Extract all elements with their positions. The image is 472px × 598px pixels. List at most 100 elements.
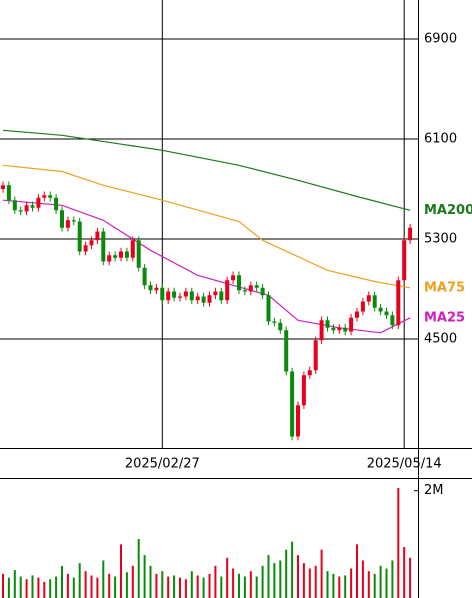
- volume-bar: [155, 573, 158, 598]
- candle-body: [166, 291, 171, 301]
- volume-bar: [232, 568, 235, 598]
- volume-bar: [361, 560, 364, 598]
- y-tick-label: 4500: [424, 332, 457, 347]
- candle-body: [136, 240, 141, 268]
- candle-body: [242, 290, 247, 292]
- volume-bar: [37, 577, 40, 598]
- candle-body: [101, 231, 106, 262]
- candle-body: [107, 255, 112, 262]
- legend-label: MA200: [424, 203, 472, 218]
- volume-bar: [243, 576, 246, 598]
- volume-bar: [403, 547, 406, 598]
- volume-bar: [285, 549, 288, 598]
- volume-bar: [249, 571, 252, 598]
- volume-bar: [72, 577, 75, 598]
- volume-bar: [302, 563, 305, 598]
- candle-body: [307, 370, 312, 376]
- candle-body: [360, 301, 365, 312]
- volume-bar: [43, 581, 46, 598]
- candle-body: [390, 315, 395, 326]
- volume-bar: [208, 573, 211, 598]
- candle-body: [89, 240, 94, 246]
- candle-body: [254, 285, 259, 288]
- candle-body: [1, 185, 5, 189]
- candle-body: [319, 320, 324, 341]
- volume-bar: [196, 575, 199, 598]
- volume-bar: [78, 563, 81, 598]
- volume-bar: [125, 572, 128, 598]
- volume-bar: [391, 560, 394, 598]
- volume-bar: [2, 573, 4, 598]
- volume-bar: [55, 576, 58, 598]
- candle-body: [384, 311, 389, 316]
- candle-body: [225, 280, 230, 301]
- volume-bar: [350, 568, 353, 598]
- candle-body: [408, 227, 413, 241]
- volume-bar: [291, 541, 294, 598]
- y-tick-label: 5300: [424, 232, 457, 247]
- volume-bar: [31, 575, 34, 598]
- volume-bar: [220, 576, 223, 598]
- volume-bar: [409, 557, 412, 598]
- legend-label: MA75: [424, 280, 465, 295]
- candle-body: [119, 251, 123, 258]
- volume-bar: [19, 576, 22, 598]
- candle-body: [12, 200, 17, 211]
- volume-bar: [279, 560, 282, 598]
- moving-average-line: [2, 129, 411, 211]
- volume-bar: [7, 577, 10, 598]
- candle-body: [396, 280, 401, 326]
- x-tick-label: 2025/02/27: [125, 457, 200, 472]
- candle-body: [219, 291, 224, 301]
- volume-bar: [173, 575, 176, 598]
- candle-body: [260, 287, 265, 296]
- volume-bar: [214, 565, 217, 598]
- candle-body: [189, 291, 194, 301]
- y-tick-label: 6100: [424, 132, 457, 147]
- candle-body: [83, 245, 88, 252]
- candle-body: [36, 197, 41, 208]
- candle-body: [95, 231, 100, 241]
- candle-body: [378, 307, 383, 312]
- volume-bar: [356, 544, 358, 598]
- volume-bar: [137, 539, 140, 598]
- candle-body: [154, 287, 159, 291]
- candle-body: [296, 405, 300, 437]
- candle-body: [77, 221, 82, 252]
- candle-body: [266, 295, 271, 322]
- volume-bar: [190, 571, 193, 598]
- volume-bar: [379, 565, 382, 598]
- volume-bar: [320, 549, 323, 598]
- candle-body: [237, 275, 241, 291]
- volume-bar: [90, 575, 93, 598]
- volume-bar: [143, 555, 146, 598]
- volume-bar: [184, 579, 187, 598]
- candle-body: [284, 330, 289, 372]
- volume-bar: [13, 570, 16, 598]
- volume-bar: [202, 577, 205, 598]
- candle-body: [201, 296, 206, 303]
- candle-body: [71, 220, 76, 222]
- y-tick-label: 6900: [424, 32, 457, 47]
- volume-bar: [161, 571, 164, 598]
- volume-bar: [114, 576, 117, 598]
- x-tick-label: 2025/05/14: [367, 457, 442, 472]
- candle-body: [148, 285, 153, 291]
- candle-body: [337, 327, 342, 331]
- candle-body: [313, 340, 318, 371]
- candle-body: [207, 295, 212, 303]
- volume-bar: [167, 576, 170, 598]
- candle-body: [113, 255, 118, 258]
- candle-body: [195, 296, 200, 301]
- volume-bar: [238, 573, 240, 598]
- volume-bar: [326, 571, 329, 598]
- volume-bar: [314, 565, 317, 598]
- candle-body: [18, 210, 23, 212]
- candle-body: [355, 311, 359, 318]
- candle-body: [349, 317, 354, 332]
- volume-bar: [367, 571, 370, 598]
- candle-body: [402, 240, 407, 281]
- moving-average-line: [2, 164, 411, 289]
- candle-body: [178, 296, 182, 298]
